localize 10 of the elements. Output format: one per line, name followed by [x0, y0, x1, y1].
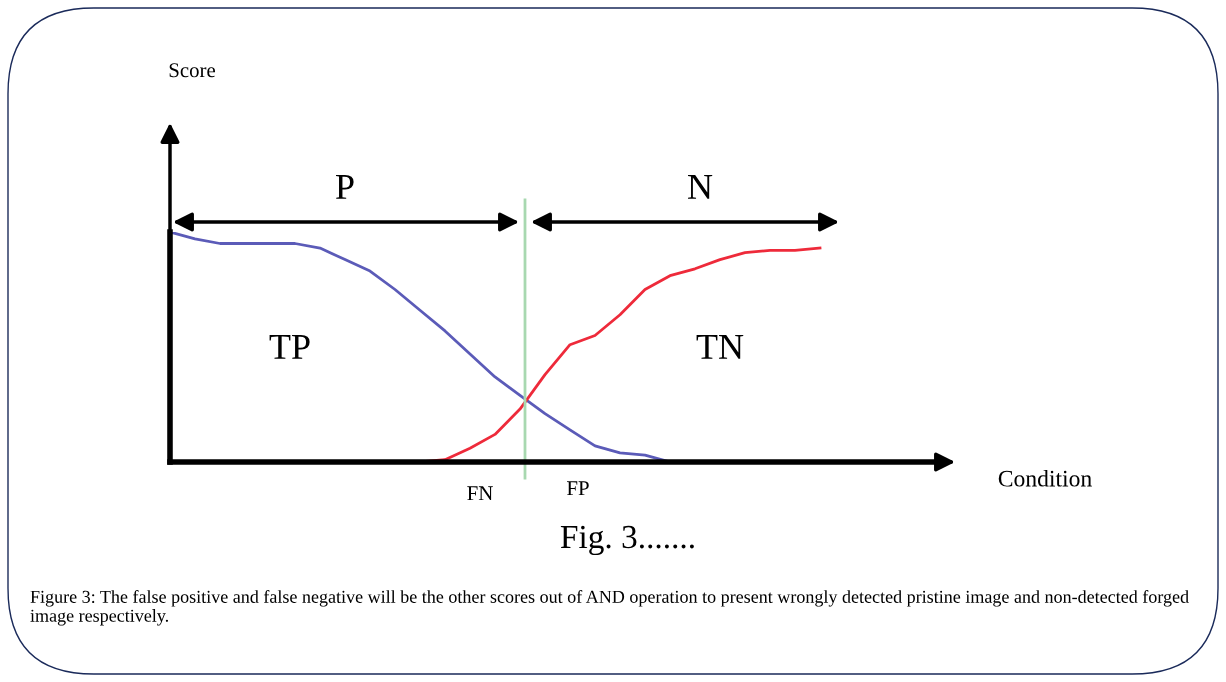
x-axis-title: Condition — [998, 470, 1092, 487]
text: N — [688, 175, 713, 199]
text: FP — [567, 481, 589, 496]
text: P — [336, 175, 354, 199]
text: FN — [467, 486, 493, 501]
text: Score — [169, 63, 215, 78]
annotation: TN — [696, 335, 744, 359]
annotation: TP — [269, 335, 310, 359]
caption: Figure 3: The false positive and false negative will be the other scores out of AND operation to present wrongly detected pristine image and non-detected forged image respectively. — [30, 590, 1189, 626]
caption: Fig. 3....... — [560, 525, 694, 556]
